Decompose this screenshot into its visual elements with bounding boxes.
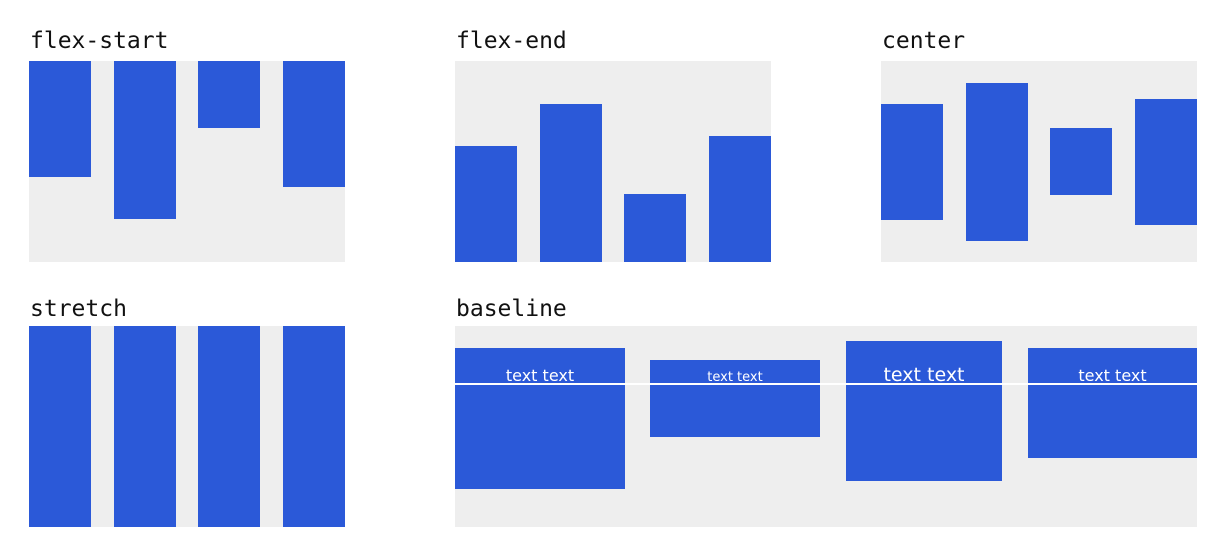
label-flex-start: flex-start	[30, 28, 169, 54]
center-box-2	[966, 83, 1028, 241]
flex-start-box-4	[283, 61, 345, 187]
label-flex-end: flex-end	[456, 28, 567, 54]
baseline-box-2: text text	[650, 360, 820, 437]
panel-center	[881, 61, 1197, 262]
stretch-box-4	[283, 326, 345, 527]
flex-start-box-1	[29, 61, 91, 177]
panel-baseline: text text text text text text text text	[455, 326, 1197, 527]
baseline-box-2-text: text text	[707, 370, 763, 385]
center-box-1	[881, 104, 943, 220]
flex-end-box-2	[540, 104, 602, 262]
flex-end-box-3	[624, 194, 686, 262]
baseline-box-3-text: text text	[883, 364, 965, 386]
baseline-box-4-text: text text	[1078, 366, 1147, 385]
center-box-4	[1135, 99, 1197, 225]
baseline-box-1: text text	[455, 348, 625, 489]
flex-start-box-3	[198, 61, 260, 128]
stretch-box-2	[114, 326, 176, 527]
flex-end-box-4	[709, 136, 771, 262]
stretch-box-3	[198, 326, 260, 527]
baseline-box-3: text text	[846, 341, 1002, 481]
flex-end-box-1	[455, 146, 517, 262]
panel-stretch	[29, 326, 345, 527]
stretch-box-1	[29, 326, 91, 527]
baseline-box-4: text text	[1028, 348, 1197, 458]
flex-start-box-2	[114, 61, 176, 219]
label-baseline: baseline	[456, 296, 567, 322]
panel-flex-start	[29, 61, 345, 262]
panel-flex-end	[455, 61, 771, 262]
center-box-3	[1050, 128, 1112, 195]
label-center: center	[882, 28, 966, 54]
baseline-box-1-text: text text	[505, 366, 575, 385]
label-stretch: stretch	[30, 296, 127, 322]
baseline-line	[455, 383, 1197, 385]
